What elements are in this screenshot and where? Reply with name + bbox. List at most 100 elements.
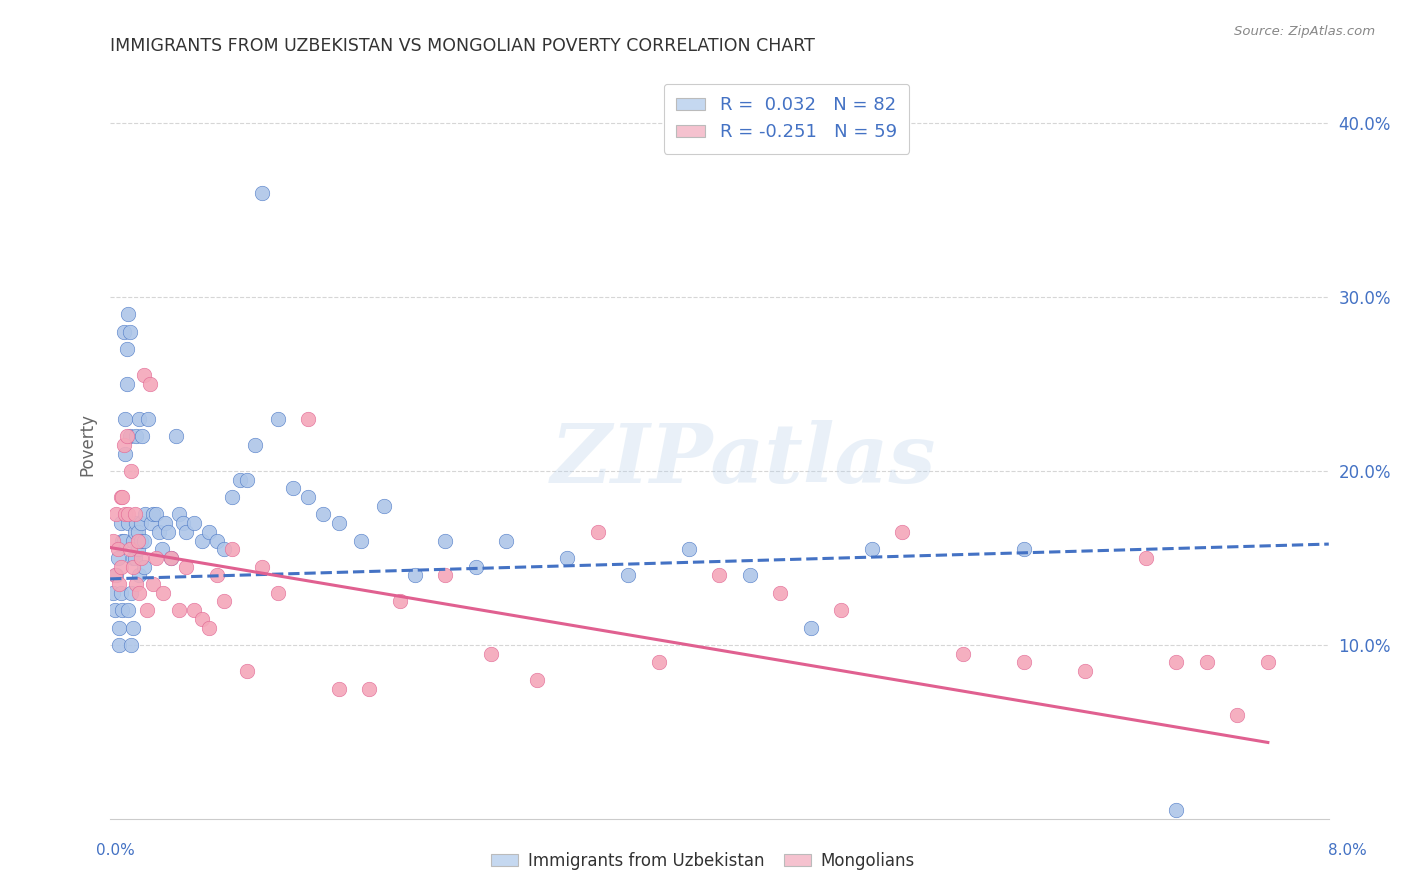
Point [141,516,163,531]
Point [121,464,143,478]
Point [160,551,183,566]
Point [205,568,228,582]
Point [111,603,134,617]
Point [1166,656,1188,670]
Point [129,516,152,531]
Point [153,516,176,531]
Point [183,603,205,617]
Point [952,647,974,661]
Point [105,508,128,522]
Point [117,307,139,321]
Point [108,577,131,591]
Point [114,447,136,461]
Legend: R =  0.032   N = 82, R = -0.251   N = 59: R = 0.032 N = 82, R = -0.251 N = 59 [664,84,910,153]
Point [198,621,221,635]
Point [1226,707,1249,722]
Point [103,586,125,600]
Point [115,376,138,391]
Point [117,516,139,531]
Point [526,673,548,687]
Point [112,438,135,452]
Text: IMMIGRANTS FROM UZBEKISTAN VS MONGOLIAN POVERTY CORRELATION CHART: IMMIGRANTS FROM UZBEKISTAN VS MONGOLIAN … [110,37,815,55]
Point [243,438,266,452]
Point [267,586,290,600]
Point [122,621,145,635]
Point [132,533,155,548]
Point [198,524,221,539]
Point [252,186,274,200]
Point [128,568,150,582]
Point [142,508,165,522]
Point [107,542,129,557]
Point [1166,803,1188,817]
Point [267,411,290,425]
Point [738,568,761,582]
Point [1135,551,1157,566]
Point [110,490,132,504]
Point [118,325,141,339]
Point [434,533,457,548]
Point [115,342,138,356]
Point [127,542,149,557]
Point [103,533,125,548]
Text: 0.0%: 0.0% [96,843,135,858]
Point [214,594,236,608]
Point [373,499,395,513]
Point [121,638,143,652]
Point [110,516,132,531]
Point [252,559,274,574]
Point [111,490,134,504]
Point [108,638,131,652]
Point [127,533,149,548]
Point [221,490,243,504]
Point [114,411,136,425]
Point [117,603,139,617]
Point [1012,542,1035,557]
Point [127,524,149,539]
Point [830,603,852,617]
Legend: Immigrants from Uzbekistan, Mongolians: Immigrants from Uzbekistan, Mongolians [484,846,922,877]
Point [617,568,640,582]
Point [709,568,731,582]
Point [148,524,170,539]
Point [678,542,700,557]
Point [121,586,143,600]
Point [1257,656,1279,670]
Point [124,551,146,566]
Point [157,524,180,539]
Point [434,568,457,582]
Point [117,508,139,522]
Point [132,368,155,383]
Point [176,559,198,574]
Point [1012,656,1035,670]
Y-axis label: Poverty: Poverty [79,413,96,476]
Point [124,524,146,539]
Point [104,603,127,617]
Point [800,621,823,635]
Point [891,524,914,539]
Point [281,482,304,496]
Point [128,586,150,600]
Point [150,542,173,557]
Point [165,429,187,443]
Point [769,586,792,600]
Point [118,542,141,557]
Point [160,551,183,566]
Point [190,533,212,548]
Point [328,681,350,696]
Point [125,516,148,531]
Point [112,533,135,548]
Point [190,612,212,626]
Point [228,473,250,487]
Point [152,586,174,600]
Point [388,594,411,608]
Point [404,568,426,582]
Point [104,568,127,582]
Point [297,490,319,504]
Point [236,664,259,678]
Point [125,429,148,443]
Point [122,533,145,548]
Point [110,559,132,574]
Point [312,508,335,522]
Point [221,542,243,557]
